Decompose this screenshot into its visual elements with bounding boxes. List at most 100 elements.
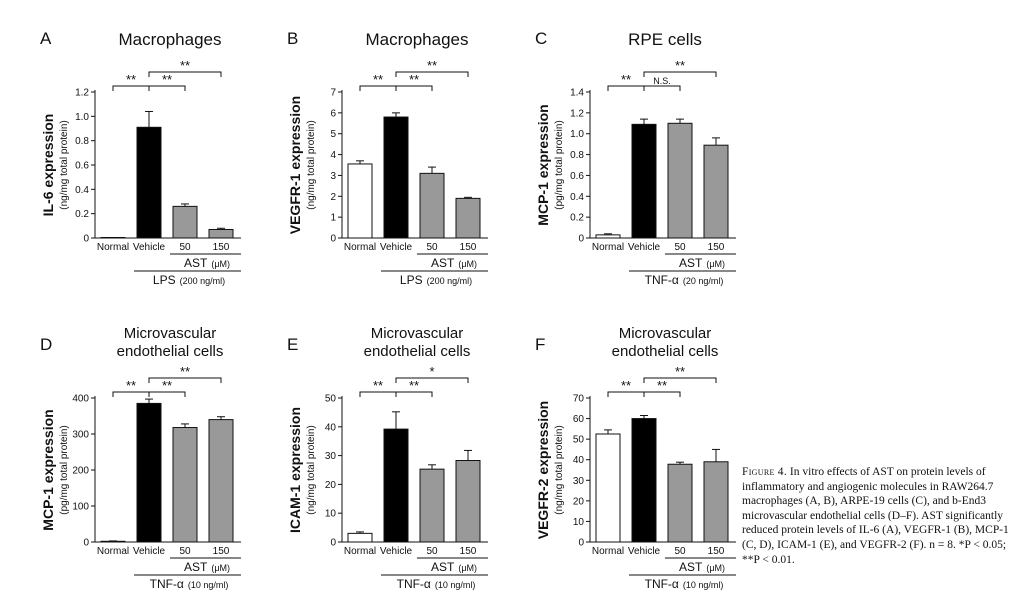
panel-b-stim-label: LPS (200 ng/ml) — [400, 273, 472, 287]
panel-c-bar — [595, 234, 621, 239]
panel-a-y-tick-label: 0.6 — [75, 161, 89, 172]
panel-f-y-tick-label: 0 — [578, 538, 584, 549]
panel-a: A Macrophages 0 0.2 0.4 0.6 0.8 1.0 1.2 IL-6 expr… — [40, 29, 241, 287]
panel-d-bar — [172, 427, 198, 543]
panel-f-sig-vehicle-150-label: ** — [675, 364, 685, 379]
panel-d-stim-label: TNF-α (10 ng/ml) — [150, 577, 229, 591]
panel-d-y-tick-label: 300 — [72, 430, 89, 441]
panel-e-sig-vehicle-150-label: * — [429, 364, 434, 379]
panel-c-sig-vehicle-150-bracket — [643, 71, 717, 77]
panel-c-sig-normal-vehicle-label: ** — [621, 72, 631, 87]
panel-f-title-line-2: endothelial cells — [612, 343, 719, 360]
panel-f-y-tick-label: 50 — [573, 435, 585, 446]
panel-c-y-tick-label: 0.4 — [570, 192, 584, 203]
panel-e-sig-vehicle-50-label: ** — [409, 378, 419, 393]
panel-f-y-tick-label: 10 — [573, 517, 585, 528]
panel-a-sig-vehicle-150-bracket — [148, 71, 222, 77]
panel-e-dose-label: 150 — [460, 546, 477, 557]
panel-d-y-tick-label: 0 — [83, 538, 89, 549]
panel-c-y-tick-label: 0 — [578, 234, 584, 245]
panel-a-title: Macrophages — [118, 30, 221, 49]
figure-caption: Figure 4. In vitro effects of AST on pro… — [742, 465, 1018, 567]
panel-b-sig-vehicle-150-bracket — [395, 71, 469, 77]
panel-e-y-tick-label: 40 — [325, 422, 337, 433]
panel-b-sig-vehicle-50-bracket — [395, 85, 433, 91]
panel-d-bar — [208, 419, 234, 543]
panel-e-y-tick-label: 20 — [325, 480, 337, 491]
panel-e-y-tick-label: 10 — [325, 509, 337, 520]
figure-panels: A Macrophages 0 0.2 0.4 0.6 0.8 1.0 1.2 IL-6 expr… — [40, 29, 736, 591]
panel-e-bar — [455, 459, 481, 543]
panel-a-dose-label: 150 — [213, 242, 230, 253]
panel-a-x-label-vehicle: Vehicle — [133, 242, 166, 253]
panel-f-y-label-sub: (ng/mg total protein) — [554, 425, 565, 515]
panel-a-bar — [172, 205, 198, 239]
panel-a-letter: A — [40, 29, 52, 48]
panel-c-y-tick-label: 0.6 — [570, 171, 584, 182]
panel-a-sig-vehicle-150-label: ** — [180, 58, 190, 73]
panel-d-letter: D — [40, 335, 52, 354]
panel-e-sig-normal-vehicle-label: ** — [373, 378, 383, 393]
panel-c-ast-label: AST (μM) — [679, 256, 725, 270]
panel-f-y-tick-label: 40 — [573, 455, 585, 466]
panel-f-title-line-1: Microvascular — [619, 325, 712, 342]
panel-c-dose-label: 150 — [708, 242, 725, 253]
panel-d-y-label: MCP-1 expression — [40, 409, 56, 530]
panel-b-y-tick-label: 1 — [330, 213, 336, 224]
panel-a-y-tick-label: 0.4 — [75, 185, 89, 196]
panel-d-sig-vehicle-150-label: ** — [180, 364, 190, 379]
panel-d-dose-label: 50 — [179, 546, 191, 557]
panel-a-bar — [208, 228, 234, 239]
panel-c: C RPE cells 0 0.2 0.4 0.6 0.8 1.0 1.2 1.4 MCP-1 ex… — [535, 29, 736, 287]
panel-d-x-label-normal: Normal — [97, 546, 129, 557]
panel-e-y-label: ICAM-1 expression — [287, 407, 303, 533]
figure-caption-text: In vitro effects of AST on protein level… — [742, 466, 1009, 566]
panel-b-sig-normal-vehicle-label: ** — [373, 72, 383, 87]
panel-c-y-tick-label: 0.8 — [570, 150, 584, 161]
panel-a-sig-normal-vehicle-label: ** — [126, 72, 136, 87]
panel-b-title: Macrophages — [365, 30, 468, 49]
panel-d-sig-vehicle-50-bracket — [148, 391, 186, 397]
panel-a-y-label-sub: (ng/mg total protein) — [59, 120, 70, 210]
panel-e-bar — [347, 532, 373, 543]
panel-f-y-tick-label: 70 — [573, 394, 585, 405]
panel-d-ast-label: AST (μM) — [184, 560, 230, 574]
panel-e-dose-label: 50 — [426, 546, 438, 557]
panel-d-sig-vehicle-150-bracket — [148, 377, 222, 383]
panel-e-y-tick-label: 0 — [330, 538, 336, 549]
panel-f-ast-label: AST (μM) — [679, 560, 725, 574]
panel-f-sig-vehicle-50-label: ** — [657, 378, 667, 393]
panel-b-letter: B — [287, 29, 298, 48]
panel-c-stim-label: TNF-α (20 ng/ml) — [645, 273, 724, 287]
panel-a-y-tick-label: 0 — [83, 234, 89, 245]
panel-c-y-label: MCP-1 expression — [535, 104, 551, 225]
figure-caption-label: Figure 4. — [742, 466, 788, 478]
panel-b-y-tick-label: 7 — [330, 88, 336, 99]
panel-b: B Macrophages 0 1 2 3 4 5 6 7 VEGFR-1 expression (n… — [287, 29, 488, 287]
panel-b-x-label-normal: Normal — [344, 242, 376, 253]
panel-f-x-label-normal: Normal — [592, 546, 624, 557]
panel-b-y-tick-label: 3 — [330, 171, 336, 182]
panel-b-y-tick-label: 6 — [330, 108, 336, 119]
panel-a-sig-vehicle-50-bracket — [148, 85, 186, 91]
panel-f-dose-label: 150 — [708, 546, 725, 557]
panel-f-sig-normal-vehicle-label: ** — [621, 378, 631, 393]
panel-e-x-label-vehicle: Vehicle — [380, 546, 413, 557]
panel-d-y-label-sub: (pg/mg total protein) — [59, 425, 70, 515]
panel-c-sig-vehicle-50-label: N.S. — [653, 76, 671, 86]
panel-e-title-line-2: endothelial cells — [364, 343, 471, 360]
panel-a-y-tick-label: 0.2 — [75, 209, 89, 220]
panel-c-y-tick-label: 1.0 — [570, 129, 584, 140]
panel-b-y-tick-label: 2 — [330, 192, 336, 203]
panel-e-title-line-1: Microvascular — [371, 325, 464, 342]
panel-d-bar — [136, 402, 162, 543]
panel-e-bar — [419, 468, 445, 543]
panel-e-x-label-normal: Normal — [344, 546, 376, 557]
panel-c-x-label-vehicle: Vehicle — [628, 242, 661, 253]
panel-b-bar — [455, 197, 481, 239]
panel-b-ast-label: AST (μM) — [431, 256, 477, 270]
panel-f-letter: F — [535, 335, 545, 354]
panel-b-y-label: VEGFR-1 expression — [287, 96, 303, 235]
panel-b-y-tick-label: 5 — [330, 129, 336, 140]
